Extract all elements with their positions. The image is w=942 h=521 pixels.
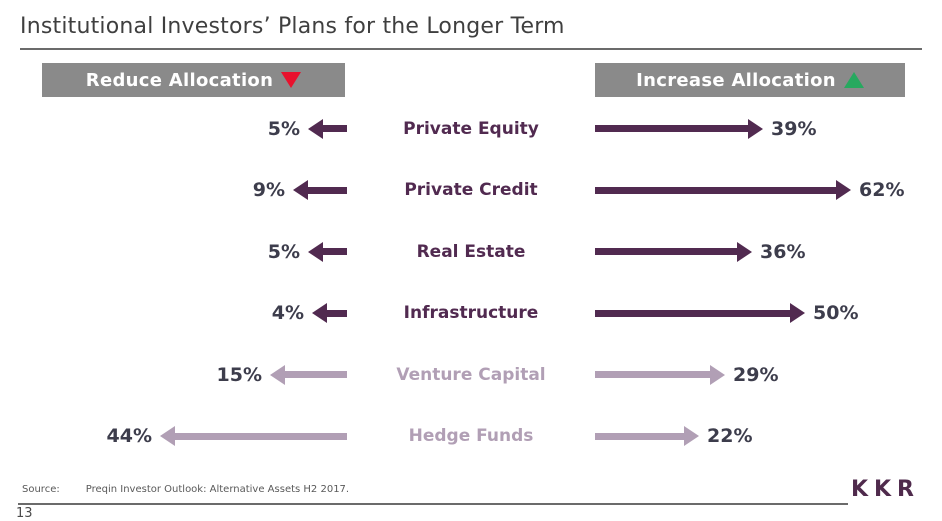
category-label: Infrastructure [403,303,539,324]
red-down-triangle-icon [281,72,302,88]
increase-value: 62% [859,179,905,202]
left-arrow-shaft [323,248,347,256]
increase-allocation-header: Increase Allocation [595,63,905,97]
left-arrow-shaft [308,186,347,194]
reduce-value: 44% [106,425,152,448]
category-label: Venture Capital [396,364,546,385]
chart-row: 5% Real Estate 36% [0,221,942,283]
increase-arrow [595,303,805,324]
source-label: Source: [22,484,60,495]
footer-rule [18,503,848,505]
right-arrowhead-icon [710,364,725,385]
right-arrowhead-icon [790,303,805,324]
left-arrowhead-icon [308,118,323,139]
increase-value: 50% [813,302,859,325]
increase-allocation-label: Increase Allocation [636,69,836,91]
increase-cell: 50% [595,302,942,324]
chart-row: 9% Private Credit 62% [0,160,942,222]
right-arrowhead-icon [684,426,699,447]
increase-arrow [595,180,851,201]
reduce-arrow [312,303,347,324]
increase-value: 22% [707,425,753,448]
increase-arrow [595,118,763,139]
increase-value: 29% [733,363,779,386]
right-arrow-shaft [595,125,748,133]
page-number: 13 [16,506,33,521]
category-label: Private Equity [403,118,539,139]
increase-arrow [595,364,725,385]
category-label: Hedge Funds [408,426,534,447]
left-arrowhead-icon [308,241,323,262]
reduce-value: 5% [267,240,300,263]
reduce-cell: 5% [0,241,347,263]
left-arrowhead-icon [270,364,285,385]
chart-rows: 5% Private Equity 39% 9% [0,98,942,467]
reduce-arrow [293,180,347,201]
title-underline [20,48,922,50]
reduce-cell: 9% [0,179,347,201]
chart-row: 15% Venture Capital 29% [0,344,942,406]
left-arrowhead-icon [312,303,327,324]
increase-value: 36% [760,240,806,263]
right-arrowhead-icon [737,241,752,262]
page-title: Institutional Investors’ Plans for the L… [20,14,565,39]
reduce-value: 5% [267,117,300,140]
reduce-arrow [308,118,347,139]
reduce-arrow [308,241,347,262]
right-arrowhead-icon [836,180,851,201]
left-arrow-shaft [323,125,347,133]
source-text: Preqin Investor Outlook: Alternative Ass… [85,484,350,495]
right-arrowhead-icon [748,118,763,139]
reduce-value: 4% [271,302,304,325]
reduce-cell: 15% [0,364,347,386]
right-arrow-shaft [595,186,836,194]
reduce-arrow [270,364,347,385]
left-arrowhead-icon [293,180,308,201]
chart-row: 4% Infrastructure 50% [0,283,942,345]
category-label: Real Estate [416,241,526,262]
reduce-value: 15% [216,363,262,386]
left-arrow-shaft [175,432,347,440]
chart-row: 44% Hedge Funds 22% [0,406,942,468]
source-line: Source: Preqin Investor Outlook: Alternat… [22,484,349,495]
reduce-cell: 5% [0,118,347,140]
increase-arrow [595,241,752,262]
green-up-triangle-icon [843,72,864,88]
right-arrow-shaft [595,248,737,256]
reduce-arrow [160,426,347,447]
left-arrow-shaft [285,371,347,379]
increase-cell: 22% [595,425,942,447]
left-arrow-shaft [327,309,347,317]
reduce-cell: 4% [0,302,347,324]
reduce-value: 9% [252,179,285,202]
increase-arrow [595,426,699,447]
kkr-logo: KKR [850,477,920,502]
right-arrow-shaft [595,309,790,317]
category-label: Private Credit [404,180,538,201]
chart-row: 5% Private Equity 39% [0,98,942,160]
increase-value: 39% [771,117,817,140]
increase-cell: 29% [595,364,942,386]
left-arrowhead-icon [160,426,175,447]
reduce-allocation-label: Reduce Allocation [85,69,274,91]
increase-cell: 36% [595,241,942,263]
reduce-allocation-header: Reduce Allocation [42,63,345,97]
right-arrow-shaft [595,371,710,379]
right-arrow-shaft [595,432,684,440]
increase-cell: 39% [595,118,942,140]
increase-cell: 62% [595,179,942,201]
reduce-cell: 44% [0,425,347,447]
